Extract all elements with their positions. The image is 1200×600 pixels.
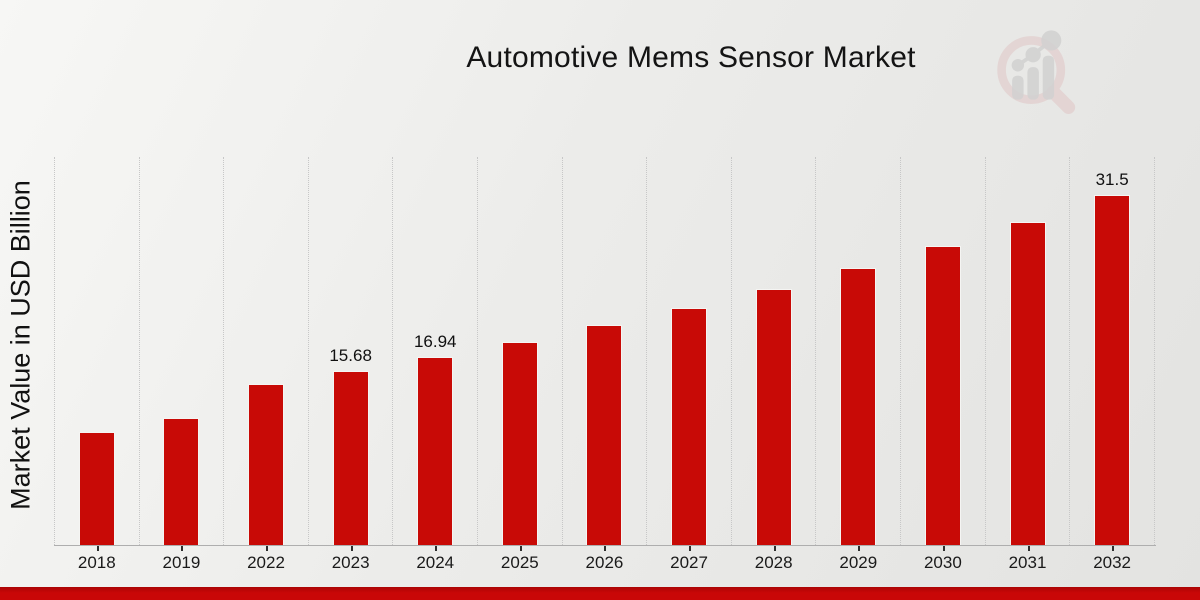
x-tick-label-2031: 2031 bbox=[1008, 553, 1047, 572]
footer-accent-bar bbox=[0, 587, 1200, 600]
bar-2028 bbox=[755, 288, 792, 545]
category-slot-2023: 15.68 2023 bbox=[309, 157, 394, 572]
x-tick-label-2027: 2027 bbox=[670, 553, 708, 572]
bar-2031 bbox=[1009, 222, 1046, 545]
bar-2027 bbox=[671, 307, 708, 545]
x-axis-tick bbox=[942, 546, 945, 551]
x-axis-tick bbox=[773, 546, 776, 551]
category-slot-2028: 2028 bbox=[732, 157, 817, 572]
bar-2018 bbox=[78, 432, 115, 545]
bar-2022 bbox=[248, 383, 285, 545]
bar-value-label-2032: 31.5 bbox=[1095, 169, 1129, 189]
bar-2026 bbox=[586, 325, 623, 545]
x-axis-tick bbox=[1112, 546, 1115, 551]
x-tick-label-2026: 2026 bbox=[585, 553, 624, 572]
x-axis-tick bbox=[435, 546, 438, 551]
x-axis-tick bbox=[858, 546, 861, 551]
x-axis-tick bbox=[350, 546, 353, 551]
x-axis-tick bbox=[604, 546, 607, 551]
plot-area: 2018 2019 2022 15.68 2023 16.94 2024 2025 2026 20… bbox=[54, 157, 1155, 572]
category-slot-2031: 2031 bbox=[986, 157, 1071, 572]
bar-value-label-2024: 16.94 bbox=[413, 331, 457, 351]
x-axis-tick bbox=[181, 546, 184, 551]
category-slot-2024: 16.94 2024 bbox=[393, 157, 479, 572]
x-axis-tick bbox=[689, 546, 692, 551]
bar-2025 bbox=[501, 341, 538, 545]
bar-2029 bbox=[840, 268, 877, 545]
bar-2024 bbox=[417, 356, 454, 545]
x-tick-label-2029: 2029 bbox=[839, 553, 878, 572]
bar-2023 bbox=[332, 370, 369, 545]
x-tick-label-2023: 2023 bbox=[331, 553, 370, 572]
x-tick-label-2025: 2025 bbox=[500, 553, 539, 572]
category-slot-2022: 2022 bbox=[224, 157, 309, 572]
x-axis-tick bbox=[519, 546, 522, 551]
bar-2019 bbox=[163, 418, 200, 545]
bar-2030 bbox=[924, 245, 961, 545]
category-slot-2018: 2018 bbox=[54, 157, 140, 572]
y-axis-label: Market Value in USD Billion bbox=[5, 180, 36, 510]
x-axis-tick bbox=[96, 546, 99, 551]
x-axis-line bbox=[54, 545, 1156, 546]
x-axis-tick bbox=[266, 546, 269, 551]
x-tick-label-2028: 2028 bbox=[754, 553, 793, 572]
chart-title: Automotive Mems Sensor Market bbox=[466, 41, 916, 74]
magnifier-bar-chart-watermark-icon bbox=[997, 30, 1076, 114]
category-slot-2027: 2027 bbox=[647, 157, 732, 572]
x-tick-label-2022: 2022 bbox=[247, 553, 285, 572]
category-slot-2032: 31.5 2032 bbox=[1070, 157, 1155, 572]
x-tick-label-2019: 2019 bbox=[162, 553, 201, 572]
x-axis-tick bbox=[1027, 546, 1030, 551]
category-slot-2026: 2026 bbox=[563, 157, 648, 572]
bar-2032 bbox=[1094, 194, 1131, 545]
x-tick-label-2024: 2024 bbox=[416, 553, 455, 572]
bar-value-label-2023: 15.68 bbox=[329, 345, 372, 365]
category-slot-2025: 2025 bbox=[478, 157, 563, 572]
x-tick-label-2018: 2018 bbox=[77, 553, 116, 572]
category-slot-2019: 2019 bbox=[140, 157, 225, 572]
x-tick-label-2032: 2032 bbox=[1093, 553, 1132, 572]
category-slot-2030: 2030 bbox=[901, 157, 986, 572]
x-tick-label-2030: 2030 bbox=[923, 553, 962, 572]
category-slot-2029: 2029 bbox=[816, 157, 902, 572]
